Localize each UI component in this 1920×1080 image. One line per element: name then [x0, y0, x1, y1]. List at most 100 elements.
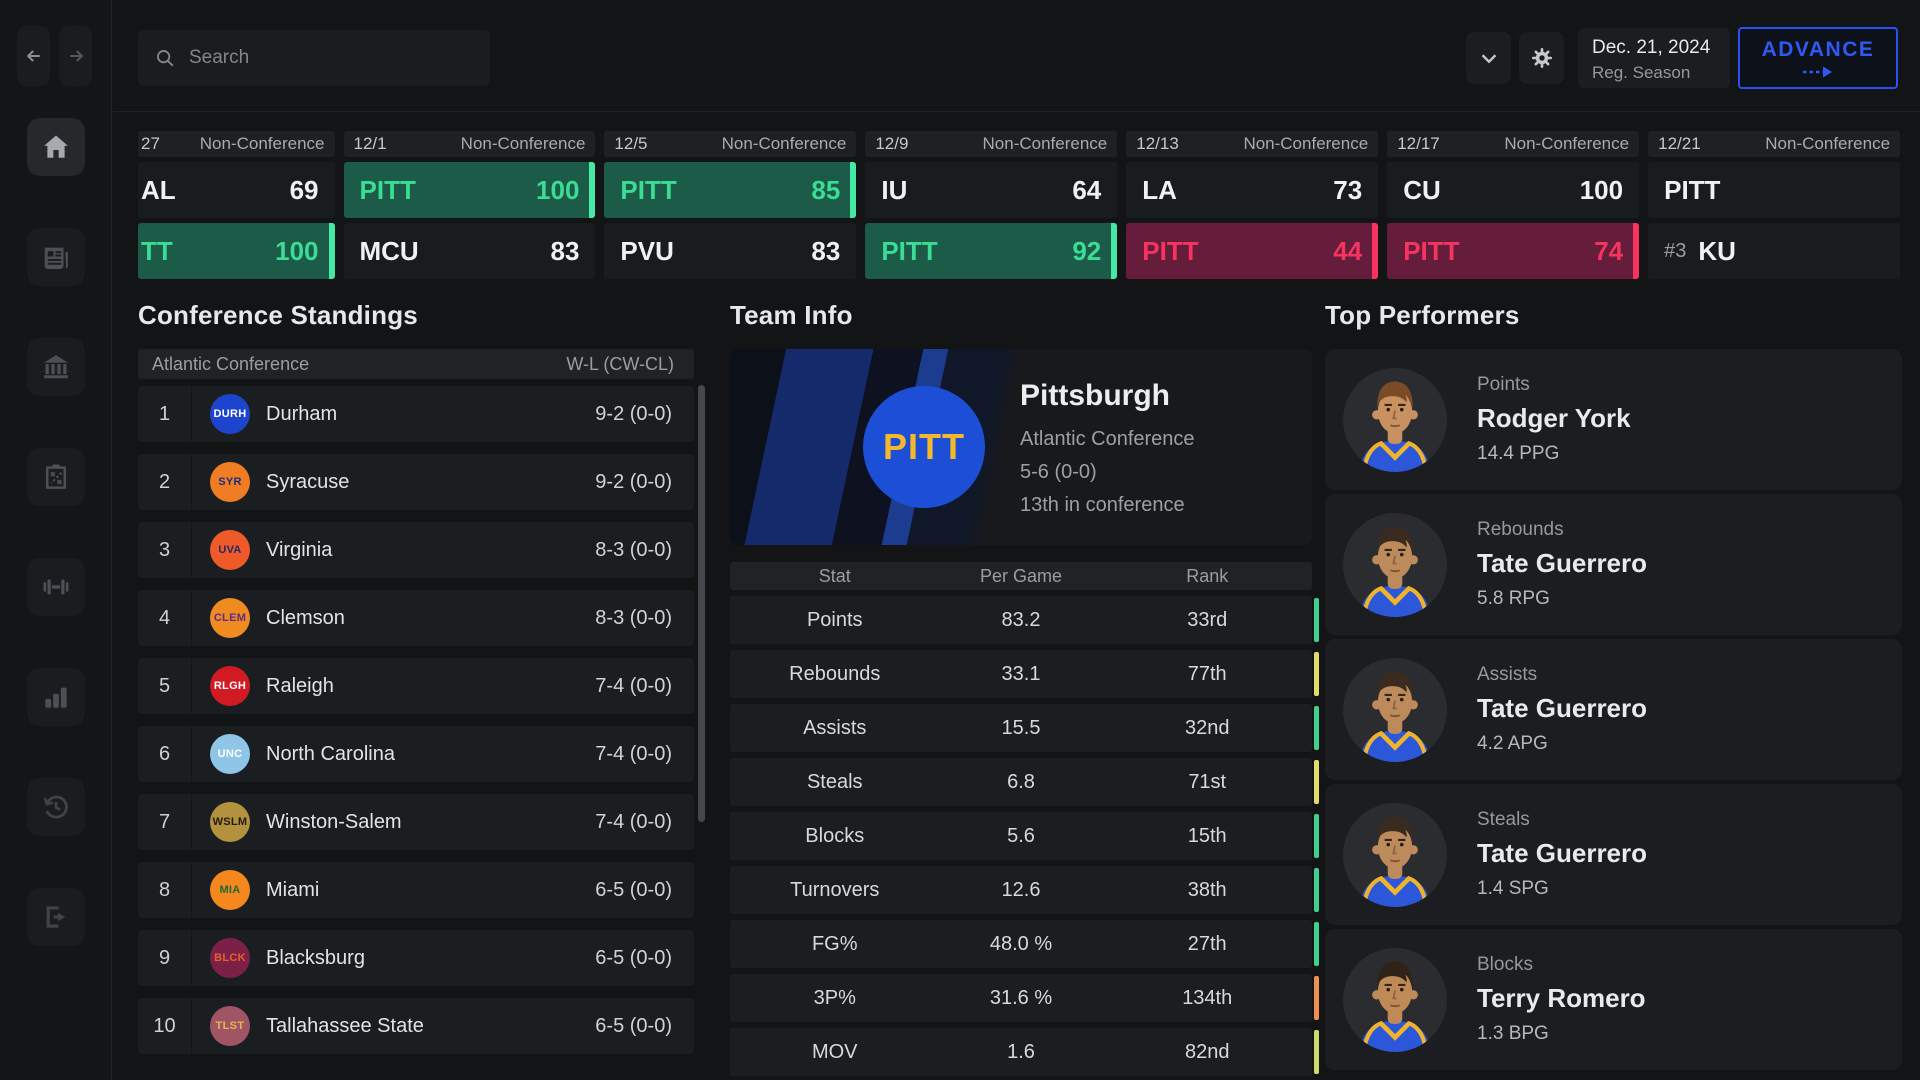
standings-row[interactable]: 5 RLGH Raleigh 7-4 (0-0): [138, 658, 694, 714]
team-abbr: PITT: [359, 174, 416, 205]
game-card[interactable]: 12/21 Non-Conference PITT #3 KU: [1648, 131, 1900, 284]
sidebar-nav: [27, 118, 85, 946]
game-date: 12/13: [1136, 134, 1179, 153]
standings-rows: 1 DURH Durham 9-2 (0-0) 2 SYR Syracuse 9…: [138, 386, 713, 1054]
arrow-right-icon: [69, 50, 83, 62]
performer-meta: Steals Tate Guerrero 1.4 SPG: [1477, 809, 1647, 900]
game-team-row-bottom: #3 KU: [1648, 223, 1900, 279]
sidebar-item-news[interactable]: [27, 228, 85, 286]
game-card-header: 12/13 Non-Conference: [1126, 131, 1379, 157]
game-team-row-bottom: PITT 44: [1126, 223, 1379, 279]
team-badge: CLEM: [210, 598, 250, 638]
game-card-header: 12/17 Non-Conference: [1387, 131, 1640, 157]
stat-rank: 134th: [1182, 986, 1233, 1009]
standings-row[interactable]: 4 CLEM Clemson 8-3 (0-0): [138, 590, 694, 646]
team-name: Blacksburg: [266, 946, 365, 969]
nav-forward-button[interactable]: [59, 26, 92, 86]
game-team-row-top: LA 73: [1126, 162, 1379, 218]
current-date: Dec. 21, 2024: [1592, 37, 1711, 58]
standings-row[interactable]: 7 WSLM Winston-Salem 7-4 (0-0): [138, 794, 694, 850]
team-stat-row: FG% 48.0 % 27th: [730, 920, 1319, 968]
team-stat-row: 3P% 31.6 % 134th: [730, 974, 1319, 1022]
performer-name: Tate Guerrero: [1477, 548, 1648, 578]
rank-indicator-bar: [1314, 976, 1319, 1020]
standings-row[interactable]: 6 UNC North Carolina 7-4 (0-0): [138, 726, 694, 782]
game-date: 12/1: [353, 134, 387, 153]
performer-card[interactable]: Rebounds Tate Guerrero 5.8 RPG: [1325, 494, 1902, 635]
game-date: 12/21: [1658, 134, 1701, 153]
search-box[interactable]: [138, 30, 490, 86]
team-abbr: PVU: [620, 235, 674, 266]
game-card-header: 12/9 Non-Conference: [865, 131, 1118, 157]
performer-name: Terry Romero: [1477, 983, 1646, 1013]
stat-name: 3P%: [813, 986, 856, 1009]
standings-row[interactable]: 1 DURH Durham 9-2 (0-0): [138, 386, 694, 442]
game-card-header: 12/21 Non-Conference: [1648, 131, 1900, 157]
team-name: Virginia: [266, 538, 333, 561]
team-score: 69: [289, 174, 319, 205]
history-clock-icon: [43, 795, 68, 819]
sidebar-item-exit[interactable]: [27, 888, 85, 946]
team-score: 85: [811, 174, 841, 205]
team-record: 6-5 (0-0): [595, 878, 672, 901]
standings-title: Conference Standings: [138, 300, 418, 330]
game-card[interactable]: 27 Non-Conference AL 69 TT 100: [138, 131, 335, 284]
game-card[interactable]: 12/5 Non-Conference PITT 85 PVU 83: [604, 131, 857, 284]
advance-label: ADVANCE: [1761, 37, 1875, 61]
team-standing: 13th in conference: [1020, 494, 1185, 516]
team-rank: 1: [138, 386, 192, 442]
game-team-row-bottom: MCU 83: [343, 223, 596, 279]
search-input[interactable]: [189, 47, 474, 69]
stat-rank: 33rd: [1187, 608, 1228, 631]
game-card[interactable]: 12/13 Non-Conference LA 73 PITT 44: [1126, 131, 1379, 284]
sidebar-item-playbook[interactable]: [27, 448, 85, 506]
settings-button[interactable]: [1519, 32, 1564, 84]
standings-row[interactable]: 2 SYR Syracuse 9-2 (0-0): [138, 454, 694, 510]
newspaper-icon: [44, 247, 68, 269]
topbar-divider: [113, 111, 1920, 112]
advance-button[interactable]: ADVANCE: [1738, 27, 1898, 89]
performer-card[interactable]: Blocks Terry Romero 1.3 BPG: [1325, 929, 1902, 1070]
player-avatar: [1343, 947, 1447, 1052]
sidebar-item-training[interactable]: [27, 558, 85, 616]
game-card[interactable]: 12/1 Non-Conference PITT 100 MCU 83: [343, 131, 596, 284]
performer-category: Assists: [1477, 664, 1538, 685]
game-type-label: Non-Conference: [460, 134, 586, 153]
game-card[interactable]: 12/17 Non-Conference CU 100 PITT 74: [1387, 131, 1640, 284]
standings-row[interactable]: 8 MIA Miami 6-5 (0-0): [138, 862, 694, 918]
sidebar-item-history[interactable]: [27, 778, 85, 836]
team-score: 100: [1579, 174, 1624, 205]
team-abbr: AL: [141, 174, 176, 205]
performer-meta: Points Rodger York 14.4 PPG: [1477, 374, 1631, 465]
performer-card[interactable]: Steals Tate Guerrero 1.4 SPG: [1325, 784, 1902, 925]
performer-meta: Blocks Terry Romero 1.3 BPG: [1477, 954, 1646, 1045]
performer-card[interactable]: Assists Tate Guerrero 4.2 APG: [1325, 639, 1902, 780]
collapse-button[interactable]: [1466, 32, 1511, 84]
standings-row[interactable]: 10 TLST Tallahassee State 6-5 (0-0): [138, 998, 694, 1054]
team-rank: 6: [138, 726, 192, 782]
performer-meta: Assists Tate Guerrero 4.2 APG: [1477, 664, 1647, 755]
team-abbr: LA: [1142, 174, 1177, 205]
performer-meta: Rebounds Tate Guerrero 5.8 RPG: [1477, 519, 1647, 610]
standings-row[interactable]: 3 UVA Virginia 8-3 (0-0): [138, 522, 694, 578]
nav-back-button[interactable]: [17, 26, 50, 86]
sidebar-item-stats[interactable]: [27, 668, 85, 726]
team-info-title: Team Info: [730, 300, 853, 330]
sidebar-item-program[interactable]: [27, 338, 85, 396]
performer-category: Points: [1477, 374, 1530, 395]
standings-row[interactable]: 9 BLCK Blacksburg 6-5 (0-0): [138, 930, 694, 986]
top-performers-panel: Top Performers: [1325, 300, 1902, 1070]
performer-category: Rebounds: [1477, 519, 1564, 540]
rank-indicator-bar: [1314, 922, 1319, 966]
team-name: Durham: [266, 402, 338, 425]
game-date: 27: [141, 134, 160, 153]
stat-rank: 38th: [1187, 878, 1227, 901]
stat-rank: 71st: [1188, 770, 1227, 793]
standings-scrollbar[interactable]: [698, 385, 705, 822]
game-card[interactable]: 12/9 Non-Conference IU 64 PITT 92: [865, 131, 1118, 284]
stat-name: Steals: [806, 770, 863, 793]
game-team-row-top: PITT 100: [343, 162, 596, 218]
team-abbr: PITT: [881, 235, 938, 266]
sidebar-item-home[interactable]: [27, 118, 85, 176]
performer-card[interactable]: Points Rodger York 14.4 PPG: [1325, 349, 1902, 490]
